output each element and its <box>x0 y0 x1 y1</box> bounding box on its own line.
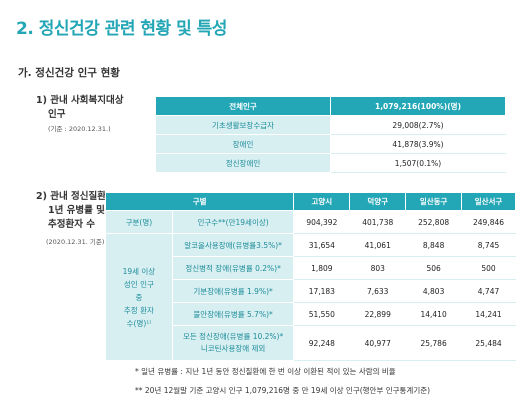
section2-label-line: 2) 관내 정신질환 <box>36 191 107 202</box>
row-label: 장애인 <box>155 134 331 154</box>
section2-label: 2) 관내 정신질환 1년 유병률 및 추정환자 수 <box>36 190 106 232</box>
table-row: 기초생활보장수급자 29,008(2.7%) <box>155 115 506 135</box>
table-cell: 41,061 <box>349 233 407 257</box>
table-row: 전체인구 1,079,216(100%)(명) <box>155 96 506 116</box>
row-label-line: 모든 정신장애(유병률 10.2%)* <box>182 332 284 341</box>
table-cell: 25,484 <box>461 325 516 361</box>
table-header-cell: 1,079,216(100%)(명) <box>330 96 506 116</box>
table-header-cell: 일산서구 <box>461 192 516 211</box>
group-label-line: 성인 인구 <box>123 279 154 289</box>
table-cell: 25,786 <box>405 325 463 361</box>
table-cell: 51,550 <box>293 302 351 326</box>
page-title: 2. 정신건강 관련 현황 및 특성 <box>16 19 227 39</box>
table-row: 장애인 41,878(3.9%) <box>155 134 506 154</box>
table-header-cell: 일산동구 <box>405 192 463 211</box>
section2-note: (2020.12.31. 기준) <box>46 238 105 246</box>
table-cell: 904,392 <box>293 210 351 234</box>
table-cell: 8,745 <box>461 233 516 257</box>
footnote: ** 20년 12월말 기준 고양시 인구 1,079,216명 중 만 19세… <box>135 386 431 395</box>
group-label-line: 추정 환자 <box>123 305 154 315</box>
table-cell: 1,809 <box>293 256 351 280</box>
table-cell: 7,633 <box>349 279 407 303</box>
table-cell: 506 <box>405 256 463 280</box>
row-label: 불안장애(유병률 5.7%)* <box>171 302 295 326</box>
table-cell: 8,848 <box>405 233 463 257</box>
table-cell: 14,410 <box>405 302 463 326</box>
section1-note: (기준 : 2020.12.31.) <box>48 125 111 133</box>
table-header-cell: 구별 <box>104 192 295 211</box>
row-label: 모든 정신장애(유병률 10.2%)* 니코틴사용장애 제외 <box>171 325 295 361</box>
group-label-line: 수(명)¹⁾ <box>126 318 152 328</box>
row-label: 알코올사용장애(유병률3.5%)* <box>171 233 295 257</box>
row-label: 정신장애인 <box>155 153 331 173</box>
row-label-line: 니코틴사용장애 제외 <box>200 344 266 353</box>
footnote: * 일년 유병률 : 지난 1년 동안 정신질환에 한 번 이상 이환된 적이 … <box>135 367 396 376</box>
table-cell: 17,183 <box>293 279 351 303</box>
table-cell: 803 <box>349 256 407 280</box>
table-header-cell: 고양시 <box>293 192 351 211</box>
group-label-line: 중 <box>135 292 143 302</box>
table-row: 모든 정신장애(유병률 10.2%)* 니코틴사용장애 제외 92,248 40… <box>106 325 516 361</box>
section2-label-line: 1년 유병률 및 <box>48 205 105 216</box>
table-cell: 31,654 <box>293 233 351 257</box>
table-cell: 22,899 <box>349 302 407 326</box>
row-value: 1,507(0.1%) <box>330 153 506 173</box>
row-label: 인구수**(만19세이상) <box>171 210 295 234</box>
mental-illness-prevalence-table: 구별 고양시 덕양구 일산동구 일산서구 구분(명) 인구수**(만19세이상)… <box>104 192 516 361</box>
row-label: 기분장애(유병률 1.9%)* <box>171 279 295 303</box>
row-value: 29,008(2.7%) <box>330 115 506 135</box>
section-subheading: 가. 정신건강 인구 현황 <box>18 67 120 79</box>
table-cell: 4,747 <box>461 279 516 303</box>
section1-label-line: 인구 <box>48 109 66 120</box>
table-cell: 252,808 <box>405 210 463 234</box>
row-value: 41,878(3.9%) <box>330 134 506 154</box>
section1-label: 1) 관내 사회복지대상 인구 <box>36 94 124 122</box>
table-cell: 40,977 <box>349 325 407 361</box>
welfare-population-table: 전체인구 1,079,216(100%)(명) 기초생활보장수급자 29,008… <box>155 96 506 173</box>
table-row: 19세 이상 성인 인구 중 추정 환자 수(명)¹⁾ 알코올사용장애(유병률3… <box>105 233 516 361</box>
group-label-line: 19세 이상 <box>122 266 156 276</box>
table-cell: 500 <box>461 256 516 280</box>
row-group-label: 19세 이상 성인 인구 중 추정 환자 수(명)¹⁾ <box>105 233 173 361</box>
row-group-label: 구분(명) <box>105 210 173 234</box>
table-row: 정신병적 장애(유병률 0.2%)* 1,809 803 506 500 <box>106 256 516 280</box>
table-header-cell: 전체인구 <box>155 96 331 116</box>
table-header-row: 구별 고양시 덕양구 일산동구 일산서구 <box>104 192 516 211</box>
table-row: 정신장애인 1,507(0.1%) <box>155 153 506 173</box>
section2-label-line: 추정환자 수 <box>48 219 96 230</box>
table-row: 구분(명) 인구수**(만19세이상) 904,392 401,738 252,… <box>105 210 516 234</box>
row-label: 정신병적 장애(유병률 0.2%)* <box>171 256 295 280</box>
table-cell: 92,248 <box>293 325 351 361</box>
table-cell: 14,241 <box>461 302 516 326</box>
table-cell: 401,738 <box>349 210 407 234</box>
table-header-cell: 덕양구 <box>349 192 407 211</box>
table-cell: 249,846 <box>461 210 516 234</box>
section1-label-line: 1) 관내 사회복지대상 <box>36 95 124 106</box>
row-label: 기초생활보장수급자 <box>155 115 331 135</box>
table-cell: 4,803 <box>405 279 463 303</box>
table-row: 불안장애(유병률 5.7%)* 51,550 22,899 14,410 14,… <box>106 302 516 326</box>
